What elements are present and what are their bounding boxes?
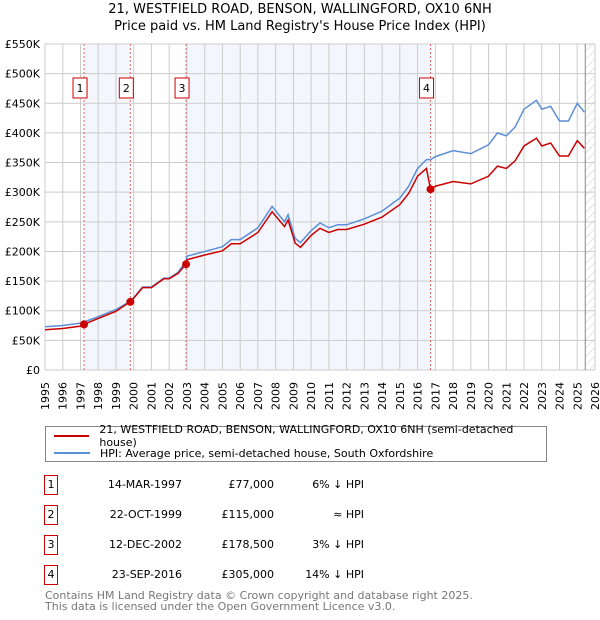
x-tick-label: 2001 bbox=[145, 382, 158, 410]
x-tick-label: 2023 bbox=[536, 382, 549, 410]
x-tick-label: 2005 bbox=[216, 382, 229, 410]
y-tick-label: £400K bbox=[5, 127, 41, 140]
sale-price: £178,500 bbox=[221, 538, 275, 551]
x-tick-label: 2018 bbox=[447, 382, 460, 410]
sale-number: 3 bbox=[44, 535, 58, 555]
sale-point bbox=[80, 320, 89, 329]
sale-hpi-diff: 3% ↓ HPI bbox=[312, 538, 364, 551]
x-tick-label: 2008 bbox=[270, 382, 283, 410]
y-tick-label: £350K bbox=[5, 157, 41, 170]
chart-subtitle: Price paid vs. HM Land Registry's House … bbox=[114, 19, 486, 34]
x-tick-label: 2026 bbox=[589, 382, 600, 410]
y-tick-label: £550K bbox=[5, 38, 41, 51]
x-tick-label: 2007 bbox=[252, 382, 265, 410]
y-tick-label: £300K bbox=[5, 186, 41, 199]
x-tick-label: 1999 bbox=[110, 382, 123, 410]
sale-point bbox=[426, 185, 435, 194]
x-tick-label: 1997 bbox=[74, 382, 87, 410]
x-tick-label: 1995 bbox=[39, 382, 52, 410]
legend-label: 21, WESTFIELD ROAD, BENSON, WALLINGFORD,… bbox=[99, 423, 514, 449]
sale-price: £305,000 bbox=[221, 568, 275, 581]
sale-date: 14-MAR-1997 bbox=[107, 478, 182, 491]
sale-hpi-diff: 14% ↓ HPI bbox=[305, 568, 364, 581]
x-tick-label: 2025 bbox=[571, 382, 584, 410]
sale-row: 3 12-DEC-2002 £178,500 3% ↓ HPI bbox=[44, 535, 444, 555]
footer-copyright: Contains HM Land Registry data © Crown c… bbox=[45, 589, 473, 602]
x-tick-label: 2004 bbox=[199, 382, 212, 410]
sale-label-box bbox=[419, 77, 435, 99]
sale-row: 4 23-SEP-2016 £305,000 14% ↓ HPI bbox=[44, 565, 444, 585]
sale-price: £77,000 bbox=[228, 478, 275, 491]
x-tick-label: 2003 bbox=[181, 382, 194, 410]
x-tick-label: 2020 bbox=[483, 382, 496, 410]
sale-label: 3 bbox=[179, 82, 186, 95]
legend-label: HPI: Average price, semi-detached house,… bbox=[100, 446, 434, 460]
sale-label: 4 bbox=[423, 82, 430, 95]
blue-line-swatch bbox=[54, 452, 90, 454]
x-tick-label: 2014 bbox=[376, 382, 389, 410]
x-tick-label: 2024 bbox=[554, 382, 567, 410]
x-tick-label: 2002 bbox=[163, 382, 176, 410]
x-tick-label: 2011 bbox=[323, 382, 336, 410]
sale-hpi-diff: 6% ↓ HPI bbox=[312, 478, 364, 491]
sale-date: 12-DEC-2002 bbox=[108, 538, 182, 551]
x-tick-label: 2009 bbox=[287, 382, 300, 410]
legend-item-price-paid: 21, WESTFIELD ROAD, BENSON, WALLINGFORD,… bbox=[54, 423, 546, 449]
y-tick-label: £500K bbox=[5, 68, 41, 81]
y-tick-label: £450K bbox=[5, 97, 41, 110]
sale-number: 4 bbox=[44, 565, 58, 585]
price-paid-line bbox=[44, 137, 585, 331]
chart-title: 21, WESTFIELD ROAD, BENSON, WALLINGFORD,… bbox=[108, 2, 492, 17]
sale-price: £115,000 bbox=[221, 508, 275, 521]
sale-label: 2 bbox=[123, 82, 130, 95]
x-tick-label: 2021 bbox=[500, 382, 513, 410]
x-tick-label: 2006 bbox=[234, 382, 247, 410]
x-tick-label: 1996 bbox=[57, 382, 70, 410]
y-tick-label: £100K bbox=[5, 305, 41, 318]
future-hatch bbox=[585, 44, 595, 370]
sale-label-box bbox=[174, 77, 190, 99]
x-tick-label: 2012 bbox=[341, 382, 354, 410]
sale-date: 22-OCT-1999 bbox=[109, 508, 182, 521]
x-tick-label: 2010 bbox=[305, 382, 318, 410]
sale-hpi-diff: ≈ HPI bbox=[333, 508, 364, 521]
x-tick-label: 2015 bbox=[394, 382, 407, 410]
sale-number: 2 bbox=[44, 505, 58, 525]
red-line-swatch bbox=[54, 435, 90, 437]
x-tick-label: 2013 bbox=[358, 382, 371, 410]
sale-row: 2 22-OCT-1999 £115,000 ≈ HPI bbox=[44, 505, 444, 525]
sale-label: 1 bbox=[77, 82, 84, 95]
y-tick-label: £50K bbox=[12, 334, 41, 347]
y-tick-label: £250K bbox=[5, 216, 41, 229]
y-tick-label: £0 bbox=[26, 364, 40, 377]
sale-point bbox=[182, 260, 191, 269]
sale-point bbox=[126, 297, 135, 306]
sale-number: 1 bbox=[44, 475, 58, 495]
x-tick-label: 2019 bbox=[465, 382, 478, 410]
x-tick-label: 1998 bbox=[92, 382, 105, 410]
legend-item-hpi: HPI: Average price, semi-detached house,… bbox=[54, 445, 433, 461]
x-tick-label: 2000 bbox=[128, 382, 141, 410]
sale-date: 23-SEP-2016 bbox=[111, 568, 182, 581]
y-tick-label: £200K bbox=[5, 245, 41, 258]
sale-row: 1 14-MAR-1997 £77,000 6% ↓ HPI bbox=[44, 475, 444, 495]
price-chart: 1995 1996 1997 1998 1999 2000 2001 2002 2003 2004… bbox=[5, 38, 600, 410]
x-tick-label: 2022 bbox=[518, 382, 531, 410]
shaded-period bbox=[186, 44, 431, 370]
legend: 21, WESTFIELD ROAD, BENSON, WALLINGFORD,… bbox=[45, 423, 547, 462]
sale-label-box bbox=[118, 77, 134, 99]
sale-label-box bbox=[72, 77, 88, 99]
footer-licence: This data is licensed under the Open Gov… bbox=[45, 600, 396, 613]
x-tick-label: 2016 bbox=[412, 382, 425, 410]
x-tick-label: 2017 bbox=[429, 382, 442, 410]
y-tick-label: £150K bbox=[5, 275, 41, 288]
